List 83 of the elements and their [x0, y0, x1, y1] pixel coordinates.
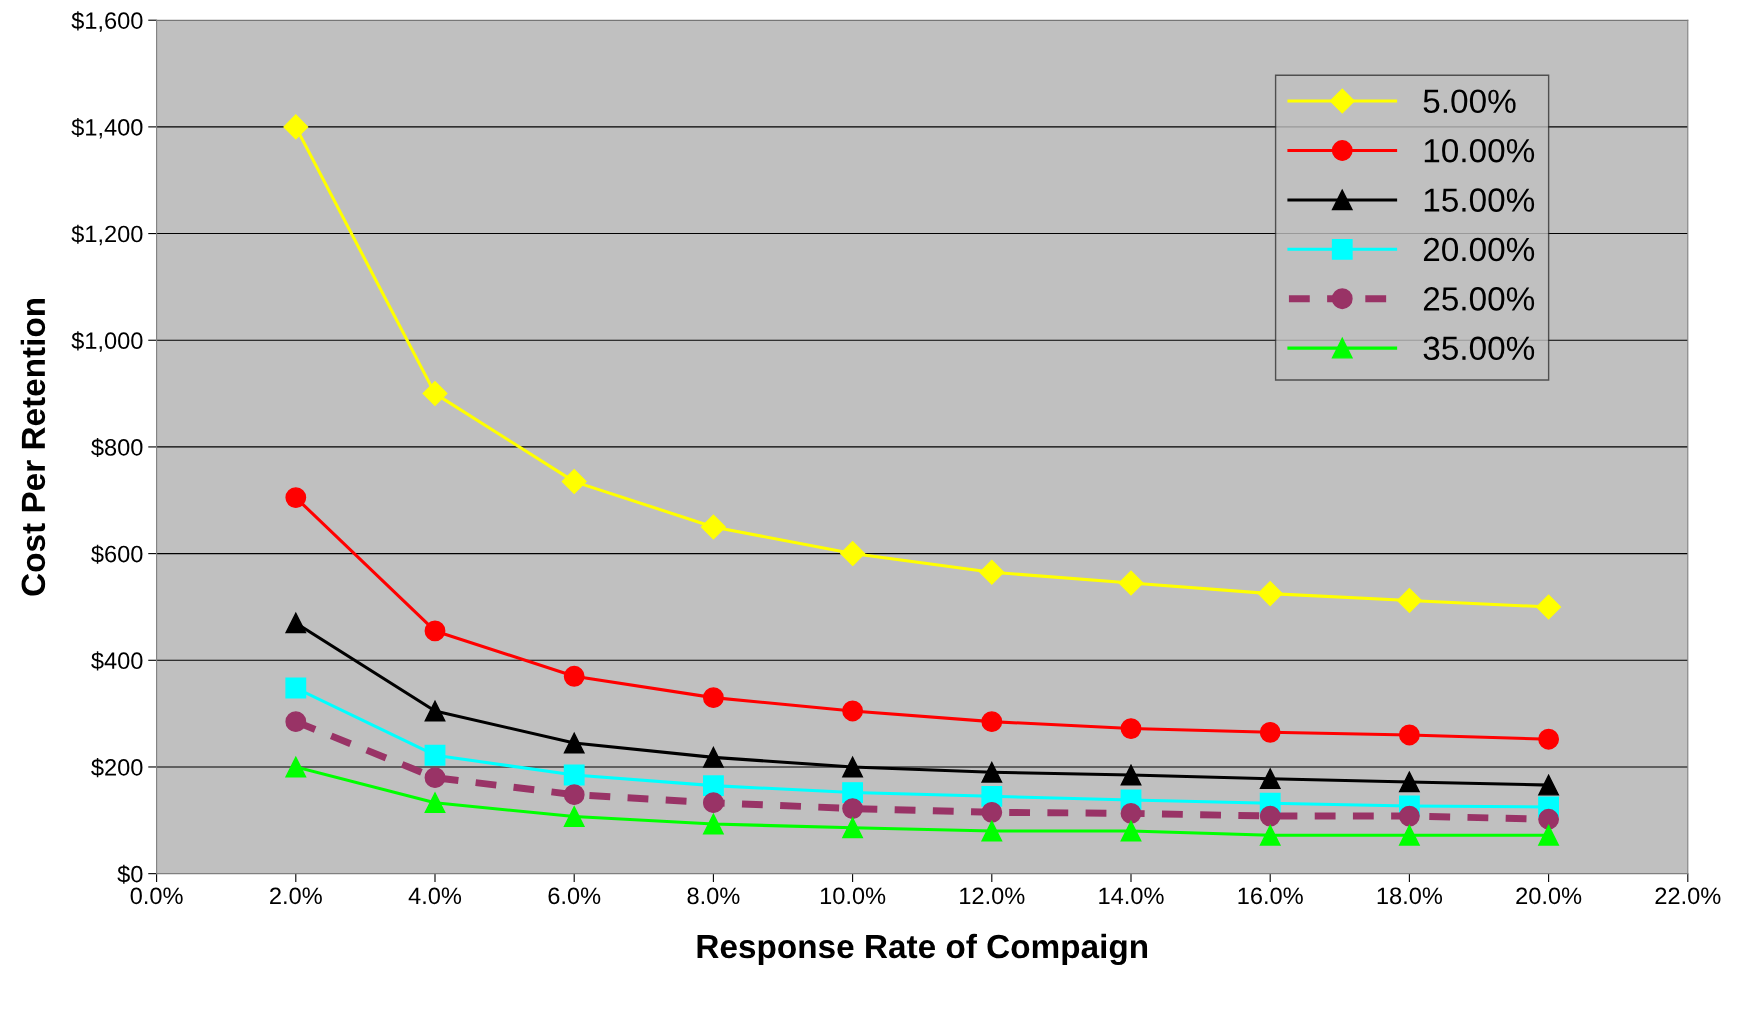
legend-label: 15.00% — [1424, 188, 1535, 212]
point — [842, 700, 864, 722]
point — [424, 744, 446, 766]
y-tick-label: $400 — [91, 651, 143, 671]
x-tick-label: 8.0% — [687, 887, 740, 905]
x-tick-label: 16.0% — [1238, 887, 1303, 905]
point — [1538, 808, 1560, 830]
point — [1259, 768, 1281, 790]
point — [1120, 820, 1142, 842]
legend-label: 35.00% — [1423, 336, 1535, 361]
y-axis-title: Cost Per Retention — [20, 298, 46, 596]
point — [561, 469, 587, 495]
point — [1120, 718, 1142, 739]
point — [702, 687, 724, 709]
point — [981, 820, 1003, 842]
point — [702, 775, 724, 797]
point — [1538, 728, 1560, 750]
legend-label: 5.00% — [1423, 89, 1516, 114]
y-tick-label: $1,400 — [71, 117, 143, 139]
point — [842, 756, 864, 778]
x-tick-label: 2.0% — [270, 887, 322, 905]
x-tick-label: 0.0% — [130, 887, 183, 905]
point — [285, 487, 307, 509]
point — [1398, 805, 1420, 827]
point — [1259, 824, 1281, 846]
point — [702, 813, 724, 835]
point — [422, 381, 448, 407]
point — [1120, 802, 1142, 824]
y-tick-label: $600 — [91, 544, 143, 564]
point — [1536, 594, 1562, 620]
point — [563, 784, 585, 806]
point — [563, 665, 585, 687]
legend-label: 25.00% — [1423, 287, 1535, 311]
legend-label: 10.00% — [1424, 138, 1535, 163]
point — [981, 761, 1003, 783]
y-tick-label: $800 — [91, 438, 143, 458]
point — [1398, 771, 1420, 793]
legend-label: 20.00% — [1423, 237, 1535, 262]
point — [981, 711, 1003, 733]
point — [285, 677, 307, 699]
point — [285, 756, 307, 778]
point — [979, 559, 1005, 585]
y-tick-label: $0 — [117, 864, 143, 884]
point — [842, 798, 864, 819]
x-tick-label: 6.0% — [548, 887, 601, 905]
x-tick-label: 4.0% — [408, 887, 462, 905]
x-tick-label: 10.0% — [820, 887, 886, 905]
point — [840, 541, 866, 567]
point — [563, 806, 585, 827]
point — [1259, 721, 1281, 743]
point — [424, 767, 446, 789]
point — [424, 792, 446, 814]
y-tick-label: $1,200 — [71, 224, 143, 246]
point — [1398, 724, 1420, 746]
point — [702, 746, 724, 768]
x-tick-label: 20.0% — [1516, 887, 1582, 905]
y-tick-label: $1,600 — [71, 11, 143, 32]
point — [424, 620, 446, 642]
point — [1259, 805, 1281, 827]
point — [702, 792, 724, 814]
point — [981, 801, 1003, 823]
x-tick-label: 12.0% — [960, 887, 1025, 905]
point — [1120, 764, 1142, 786]
point — [1118, 570, 1144, 596]
point — [563, 764, 585, 786]
point — [1538, 824, 1560, 846]
point — [285, 612, 307, 634]
point — [563, 732, 585, 754]
point — [285, 711, 307, 733]
y-tick-label: $1,000 — [71, 331, 143, 352]
point — [1398, 824, 1420, 846]
point — [424, 700, 446, 722]
x-tick-label: 18.0% — [1377, 887, 1443, 905]
point — [700, 514, 726, 540]
x-tick-label: 14.0% — [1099, 887, 1164, 905]
point — [1538, 774, 1560, 796]
point — [1257, 581, 1283, 607]
x-tick-label: 22.0% — [1655, 887, 1721, 905]
point — [283, 114, 309, 140]
point — [842, 817, 864, 839]
x-axis-title: Response Rate of Compaign — [697, 933, 1148, 966]
y-tick-label: $200 — [91, 758, 143, 778]
point — [1396, 588, 1422, 614]
